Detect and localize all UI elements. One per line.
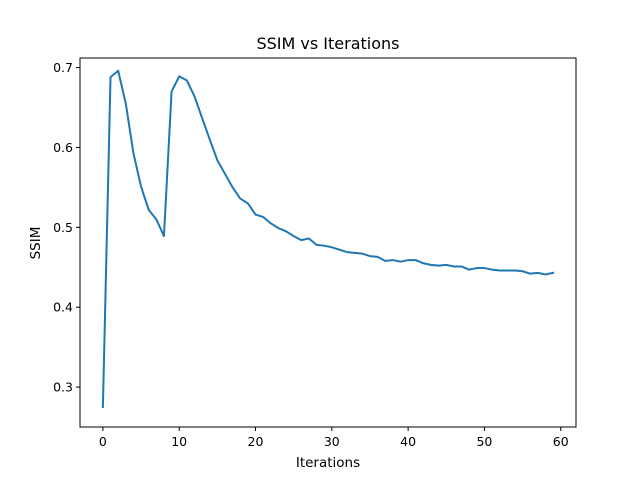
y-tick-label: 0.7	[53, 60, 73, 75]
x-tick-label: 0	[99, 434, 107, 449]
y-tick-label: 0.6	[53, 140, 73, 155]
x-tick-label: 60	[553, 434, 569, 449]
y-tick-label: 0.4	[53, 300, 73, 315]
x-tick-label: 50	[476, 434, 492, 449]
x-axis: 0 10 20 30 40 50 60	[99, 427, 569, 449]
plot-area: 0 10 20 30 40 50 60 0.3 0.4 0.5 0.6 0.7	[53, 57, 577, 449]
series-layer	[101, 69, 555, 409]
x-axis-label: Iterations	[296, 455, 360, 471]
y-axis-label: SSIM	[28, 227, 44, 260]
chart-title: SSIM vs Iterations	[256, 34, 399, 53]
plot-frame	[79, 57, 577, 428]
y-tick-label: 0.5	[53, 220, 73, 235]
series-line	[101, 69, 555, 409]
y-axis: 0.3 0.4 0.5 0.6 0.7	[53, 60, 80, 395]
x-tick-label: 30	[324, 434, 340, 449]
x-tick-label: 20	[248, 434, 264, 449]
x-tick-label: 10	[171, 434, 187, 449]
x-tick-label: 40	[400, 434, 416, 449]
y-tick-label: 0.3	[53, 380, 73, 395]
